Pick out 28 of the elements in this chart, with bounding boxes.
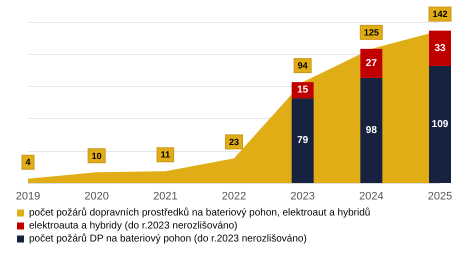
data-label: 98 <box>366 124 378 136</box>
bar <box>292 98 314 183</box>
x-tick-label: 2025 <box>428 190 452 202</box>
x-tick-label: 2021 <box>153 190 178 202</box>
data-label: 94 <box>298 60 308 71</box>
data-label: 79 <box>297 135 309 146</box>
bar <box>360 48 382 78</box>
legend-label: elektroauta a hybridy (do r.2023 nerozlišováno) <box>29 220 238 232</box>
bar <box>429 30 451 66</box>
x-tick-label: 2019 <box>16 190 40 202</box>
x-tick-label: 2022 <box>222 190 246 202</box>
data-label: 15 <box>297 84 309 96</box>
x-tick-label: 2020 <box>84 190 109 202</box>
bar <box>429 66 451 183</box>
legend-label: počet požárů dopravních prostředků na bateriový pohon, elektroaut a hybridů <box>29 206 370 218</box>
data-label: 125 <box>364 27 379 38</box>
data-label: 23 <box>228 136 240 147</box>
data-label: 4 <box>25 157 31 168</box>
legend-label: počet požárů DP na bateriový pohon (do r.2023 nerozlišováno) <box>29 232 307 244</box>
data-label: 27 <box>366 58 378 69</box>
x-tick-label: 2023 <box>290 190 315 202</box>
data-label: 33 <box>434 42 446 54</box>
x-tick-label: 2024 <box>359 190 384 202</box>
data-label: 109 <box>432 119 449 130</box>
data-label: 11 <box>160 150 170 160</box>
data-label: 10 <box>92 150 102 161</box>
bar <box>360 78 382 183</box>
data-label: 142 <box>432 9 448 20</box>
